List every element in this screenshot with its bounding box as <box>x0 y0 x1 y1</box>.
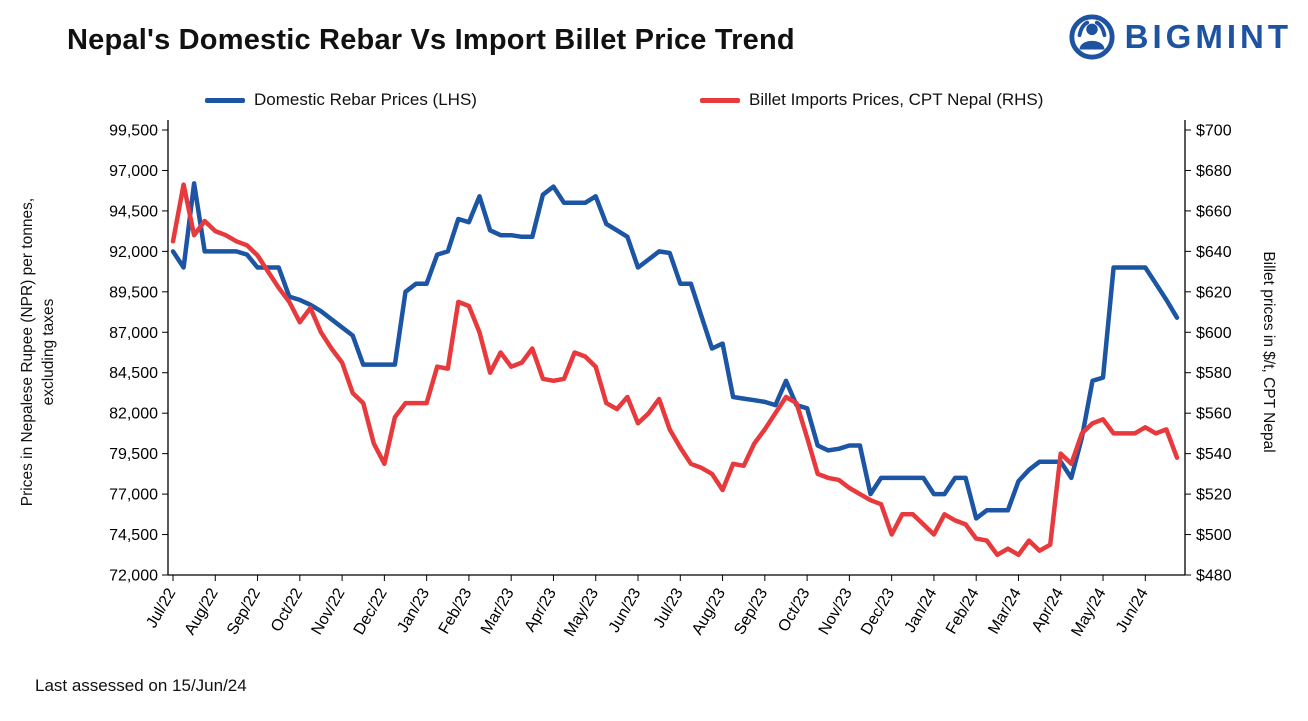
x-tick-label: Dec/22 <box>351 585 391 637</box>
x-tick-label: Feb/24 <box>943 585 983 637</box>
x-tick-label: Feb/23 <box>436 585 476 637</box>
x-tick-label: Mar/23 <box>478 585 518 637</box>
y-axis-label-left: Prices in Nepalese Rupee (NPR) per tonne… <box>18 122 62 582</box>
y-left-tick-label: 89,500 <box>109 284 158 301</box>
y-left-tick-label: 97,000 <box>109 163 158 180</box>
y-left-tick-label: 77,000 <box>109 487 158 504</box>
x-tick-label: Aug/23 <box>689 585 729 638</box>
y-axis-label-left-line1: Prices in Nepalese Rupee (NPR) per tonne… <box>19 197 36 507</box>
x-tick-label: Jun/23 <box>606 585 645 635</box>
bigmint-logo: BIGMINT <box>1069 14 1292 60</box>
y-axis-label-left-line2: excluding taxes <box>39 298 57 406</box>
y-left-tick-label: 74,500 <box>109 527 158 544</box>
y-right-tick-label: $700 <box>1196 123 1232 140</box>
x-tick-label: Oct/22 <box>268 585 306 634</box>
y-left-tick-label: 94,500 <box>109 203 158 220</box>
x-tick-label: Jun/24 <box>1113 585 1152 635</box>
y-right-tick-label: $560 <box>1196 406 1232 423</box>
x-tick-label: Jul/23 <box>651 585 687 631</box>
x-tick-label: Apr/23 <box>522 585 560 634</box>
x-tick-label: Jan/24 <box>902 585 941 635</box>
y-right-tick-label: $620 <box>1196 284 1232 301</box>
x-tick-label: May/23 <box>561 585 602 639</box>
legend-swatch-blue <box>205 97 245 103</box>
x-tick-label: Aug/22 <box>182 585 222 638</box>
legend-item-domestic-rebar: Domestic Rebar Prices (LHS) <box>205 90 477 110</box>
y-right-tick-label: $520 <box>1196 487 1232 504</box>
y-right-tick-label: $480 <box>1196 568 1232 585</box>
y-right-tick-label: $600 <box>1196 325 1232 342</box>
y-left-tick-label: 87,000 <box>109 325 158 342</box>
x-tick-label: Apr/24 <box>1029 585 1067 634</box>
y-right-tick-label: $680 <box>1196 163 1232 180</box>
x-tick-label: Dec/23 <box>858 585 898 637</box>
y-left-tick-label: 99,500 <box>109 123 158 140</box>
bigmint-logo-icon <box>1069 14 1115 60</box>
x-tick-label: Sep/22 <box>224 585 264 638</box>
y-right-tick-label: $660 <box>1196 203 1232 220</box>
y-right-tick-label: $540 <box>1196 446 1232 463</box>
x-tick-label: May/24 <box>1069 585 1110 639</box>
legend-item-billet-imports: Billet Imports Prices, CPT Nepal (RHS) <box>700 90 1043 110</box>
x-tick-label: Nov/22 <box>308 585 348 637</box>
bigmint-logo-text: BIGMINT <box>1124 18 1292 55</box>
y-left-tick-label: 84,500 <box>109 365 158 382</box>
y-right-tick-label: $500 <box>1196 527 1232 544</box>
last-assessed-note: Last assessed on 15/Jun/24 <box>35 676 247 695</box>
y-axis-label-right: Billet prices in $/t, CPT Nepal <box>1260 251 1277 453</box>
y-left-tick-label: 79,500 <box>109 446 158 463</box>
x-tick-label: Jul/22 <box>143 585 179 631</box>
legend-label-domestic-rebar: Domestic Rebar Prices (LHS) <box>254 90 477 109</box>
legend-label-billet-imports: Billet Imports Prices, CPT Nepal (RHS) <box>749 90 1044 109</box>
y-right-tick-label: $580 <box>1196 365 1232 382</box>
x-tick-label: Nov/23 <box>816 585 856 637</box>
y-right-tick-label: $640 <box>1196 244 1232 261</box>
series-line-billet-imports <box>170 182 1180 558</box>
series-line-domestic-rebar <box>170 181 1180 521</box>
x-tick-label: Jan/23 <box>394 585 433 635</box>
legend-swatch-red <box>700 97 740 103</box>
x-tick-label: Oct/23 <box>775 585 813 634</box>
y-left-tick-label: 92,000 <box>109 244 158 261</box>
page-title: Nepal's Domestic Rebar Vs Import Billet … <box>67 24 795 56</box>
x-tick-label: Sep/23 <box>731 585 771 638</box>
x-tick-label: Mar/24 <box>985 585 1025 637</box>
y-left-tick-label: 82,000 <box>109 406 158 423</box>
y-left-tick-label: 72,000 <box>109 568 158 585</box>
